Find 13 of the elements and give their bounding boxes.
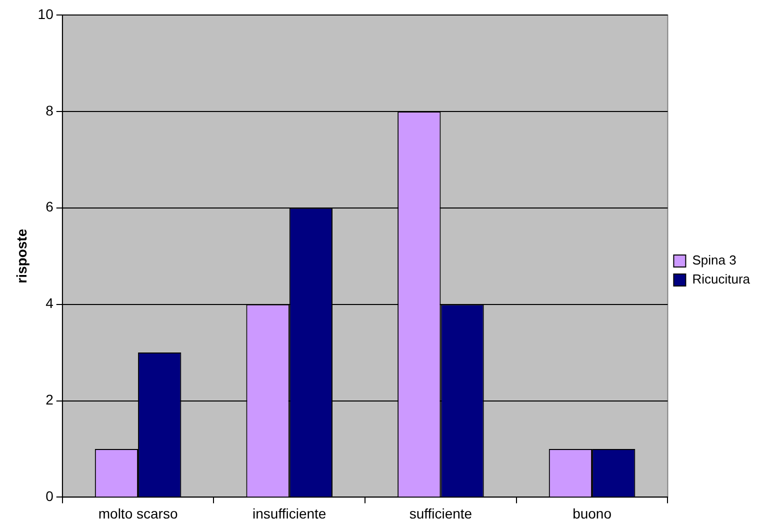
legend-label: Ricucitura [692,272,751,287]
legend-label: Spina 3 [692,252,736,268]
y-tick-label: 4 [46,295,54,312]
y-tick-label: 0 [46,488,54,504]
y-tick-label: 10 [38,6,54,22]
y-tick-label: 8 [46,102,54,118]
y-tick-label: 6 [46,198,54,215]
x-tick-label: buono [572,505,612,522]
x-tick-label: insufficiente [252,505,326,522]
y-axis-title: risposte [13,228,30,284]
x-tick-label: molto scarso [98,505,178,522]
y-tick-label: 2 [46,392,54,408]
x-tick-label: sufficiente [409,505,472,522]
